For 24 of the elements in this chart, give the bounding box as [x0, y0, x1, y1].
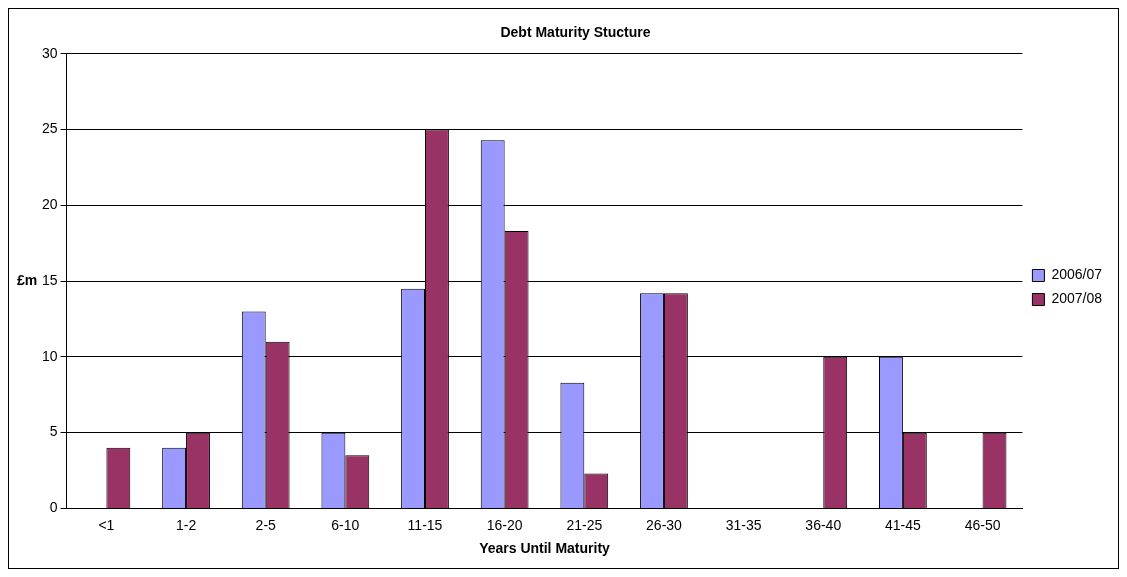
x-tick-label: 2-5 — [255, 516, 277, 533]
x-tick-label: 11-15 — [407, 516, 443, 533]
x-tick-label: 36-40 — [805, 516, 842, 533]
x-tick-label: 26-30 — [646, 516, 683, 533]
x-tick-label: 6-10 — [331, 516, 360, 533]
y-tick-label: 25 — [41, 120, 58, 137]
chart-title: Debt Maturity Stucture — [500, 24, 651, 41]
legend-label: 2007/08 — [1051, 290, 1103, 307]
y-tick-label: 5 — [49, 423, 58, 440]
y-axis-title: £m — [17, 271, 38, 288]
x-tick-label: 46-50 — [964, 516, 1001, 533]
x-axis-title: Years Until Maturity — [479, 540, 611, 557]
x-tick-label: <1 — [98, 516, 115, 533]
x-tick-label: 16-20 — [486, 516, 523, 533]
x-tick-label: 1-2 — [175, 516, 197, 533]
y-tick-label: 10 — [41, 347, 58, 364]
x-tick-label: 31-35 — [725, 516, 762, 533]
y-tick-label: 20 — [41, 196, 58, 213]
x-tick-label: 41-45 — [885, 516, 922, 533]
y-tick-label: 30 — [41, 44, 58, 61]
y-tick-label: 0 — [49, 499, 58, 516]
x-tick-label: 21-25 — [566, 516, 603, 533]
y-tick-label: 15 — [41, 271, 58, 288]
legend-label: 2006/07 — [1051, 266, 1103, 283]
